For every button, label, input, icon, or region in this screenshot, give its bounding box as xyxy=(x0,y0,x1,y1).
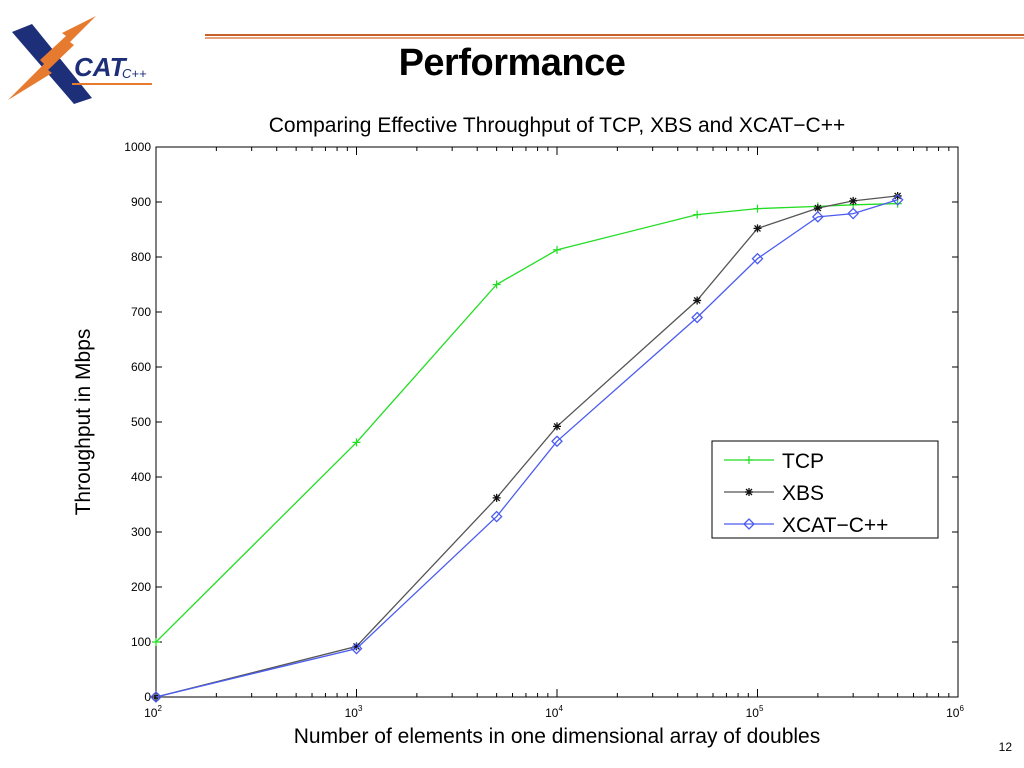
y-tick-label: 800 xyxy=(131,250,151,264)
data-point-tcp xyxy=(553,245,561,254)
series-line-tcp xyxy=(155,202,898,643)
data-point-tcp xyxy=(152,638,160,646)
y-tick-label: 300 xyxy=(131,525,151,539)
y-tick-label: 1000 xyxy=(124,140,151,154)
logo-underline xyxy=(72,83,152,85)
throughput-chart: Comparing Effective Throughput of TCP, X… xyxy=(72,114,964,748)
logo-suffix: C++ xyxy=(122,66,147,81)
data-point-tcp xyxy=(893,199,902,208)
data-point-xbs xyxy=(893,191,902,200)
y-tick-label: 100 xyxy=(131,635,151,649)
data-point-xbs xyxy=(492,493,501,502)
x-axis-label: Number of elements in one dimensional ar… xyxy=(294,725,820,748)
y-tick-label: 200 xyxy=(131,580,151,594)
series-line-xcat-c xyxy=(155,199,898,698)
data-point-tcp xyxy=(693,210,702,219)
data-point-xbs xyxy=(813,204,822,213)
plot-area-frame xyxy=(155,146,959,698)
x-tick-label: 105 xyxy=(746,704,764,720)
title-rule xyxy=(205,34,1024,39)
xcat-logo: CAT C++ xyxy=(8,16,152,104)
legend-box xyxy=(711,440,939,539)
y-tick-label: 0 xyxy=(144,690,151,704)
data-point-xbs xyxy=(693,296,702,305)
y-tick-label: 500 xyxy=(131,415,151,429)
data-point-xcat-c xyxy=(847,207,860,220)
data-point-tcp xyxy=(492,280,501,289)
x-tick-label: 103 xyxy=(345,704,363,720)
legend-marker-xcat-c xyxy=(743,518,755,530)
data-point-xbs xyxy=(352,642,361,651)
x-tick-label: 102 xyxy=(144,704,162,720)
data-point-tcp xyxy=(753,204,762,213)
data-point-xcat-c xyxy=(150,691,162,703)
data-point-xbs xyxy=(753,224,762,233)
legend-marker-tcp xyxy=(745,456,753,464)
y-tick-label: 700 xyxy=(131,305,151,319)
y-tick-label: 400 xyxy=(131,470,151,484)
legend-label-xcat-c: XCAT−C++ xyxy=(782,514,888,537)
logo-text: CAT xyxy=(74,52,128,82)
chart-title: Comparing Effective Throughput of TCP, X… xyxy=(269,114,845,137)
data-point-tcp xyxy=(352,438,361,447)
legend-label-tcp: TCP xyxy=(782,450,824,473)
data-point-xcat-c xyxy=(751,252,764,265)
data-point-xcat-c xyxy=(551,435,563,448)
data-point-xcat-c xyxy=(691,311,704,324)
page-number: 12 xyxy=(998,740,1012,754)
legend-marker-xbs xyxy=(745,488,753,496)
data-point-xbs xyxy=(849,196,858,205)
y-tick-label: 600 xyxy=(131,360,151,374)
data-point-xcat-c xyxy=(891,193,904,206)
data-point-xcat-c xyxy=(811,210,824,223)
x-tick-label: 106 xyxy=(946,704,964,720)
slide-title: Performance xyxy=(398,42,626,84)
logo-x-orange-stroke xyxy=(8,16,96,100)
data-point-xbs xyxy=(553,422,561,431)
y-axis-label: Throughput in Mbps xyxy=(72,329,95,516)
y-tick-label: 900 xyxy=(131,195,151,209)
x-tick-label: 104 xyxy=(545,704,563,720)
data-point-xcat-c xyxy=(490,510,503,523)
legend-label-xbs: XBS xyxy=(782,482,824,505)
data-point-xcat-c xyxy=(350,642,363,655)
